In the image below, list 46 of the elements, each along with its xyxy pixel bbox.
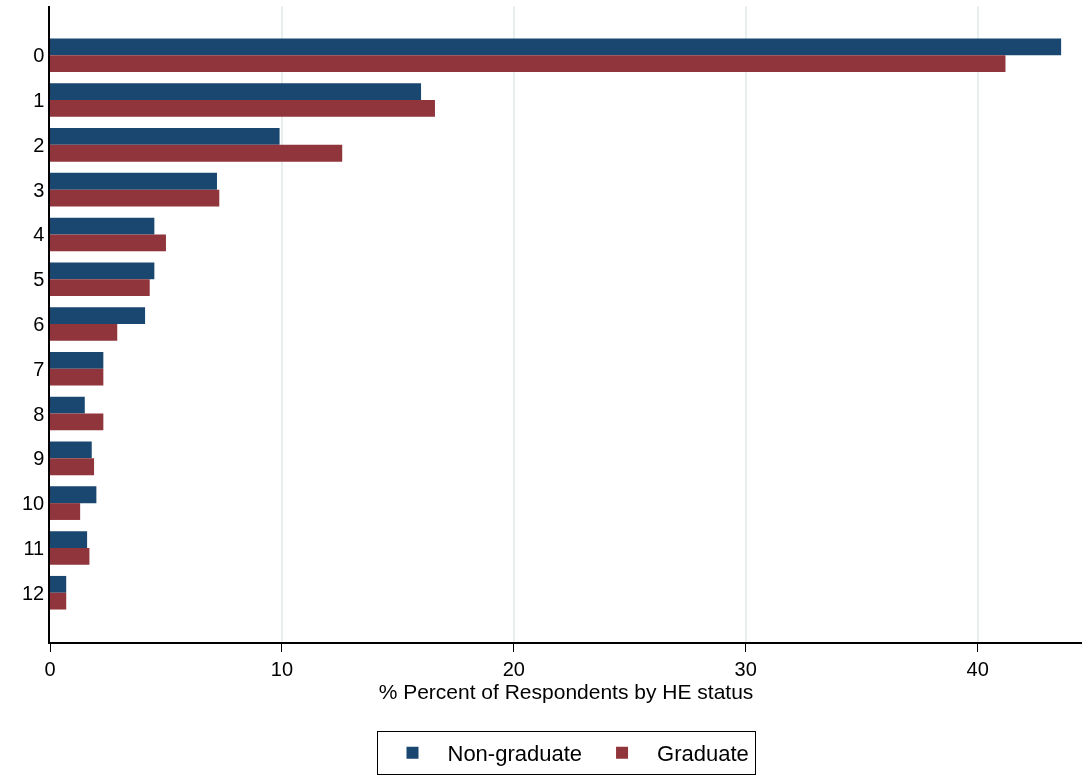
bar [50,351,104,369]
bar [50,396,85,414]
x-tick-label: 30 [734,657,757,680]
legend-label: Graduate [657,741,749,767]
bar [50,575,67,593]
x-tick-label: 20 [502,657,525,680]
bar [50,100,435,117]
y-tick-label: 5 [33,268,45,291]
bar [50,55,1006,73]
y-tick-label: 3 [33,178,45,201]
bar [50,128,280,145]
y-tick-label: 1 [33,89,45,112]
bar [50,413,104,431]
bar [50,503,81,520]
bar [50,83,422,101]
bar [50,262,155,280]
bar [50,547,90,565]
bar [50,531,88,548]
y-tick-label: 6 [33,313,45,335]
y-tick-label: 8 [33,402,45,425]
y-tick-label: 10 [22,492,45,515]
x-tick-label: 10 [270,657,294,680]
y-tick-label: 0 [33,44,45,67]
bar [50,307,146,324]
bar [50,234,166,252]
legend-label: Non-graduate [447,741,583,767]
y-tick-label: 4 [33,223,45,246]
bar [50,441,92,459]
y-tick-label: 2 [33,133,45,156]
x-axis-title: % Percent of Respondents by HE status [378,679,754,703]
bar [50,458,95,476]
bar [50,217,155,235]
bar [50,324,118,341]
bar [50,38,1062,56]
bar [50,592,67,610]
bar [50,486,97,504]
x-tick-label: 40 [966,657,989,680]
bar [50,368,104,386]
y-tick-label: 7 [33,357,45,380]
bar [50,189,220,207]
y-tick-label: 9 [33,447,45,470]
y-tick-label: 11 [23,536,45,559]
bar [50,279,150,297]
bar [50,172,217,190]
y-tick-label: 12 [22,581,45,604]
bar [50,144,343,162]
